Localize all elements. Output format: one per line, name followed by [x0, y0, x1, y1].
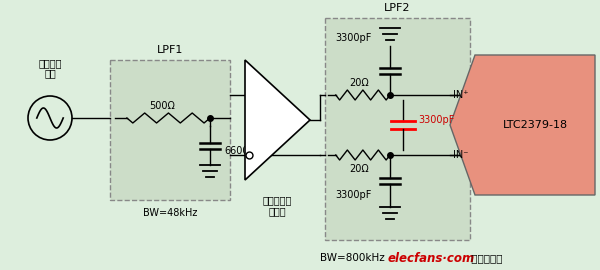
Text: 3300pF: 3300pF: [418, 115, 454, 125]
Text: LPF1: LPF1: [157, 45, 183, 55]
FancyBboxPatch shape: [110, 60, 230, 200]
Text: IN⁻: IN⁻: [453, 150, 469, 160]
Text: 20Ω: 20Ω: [349, 164, 369, 174]
Text: 单端到差分: 单端到差分: [263, 195, 292, 205]
Text: LTC2379-18: LTC2379-18: [502, 120, 568, 130]
Text: 电子发烧友: 电子发烧友: [468, 253, 503, 263]
FancyBboxPatch shape: [325, 18, 470, 240]
Text: 单端输入: 单端输入: [38, 58, 62, 68]
Text: 信号: 信号: [44, 68, 56, 78]
Text: BW=800kHz: BW=800kHz: [320, 253, 385, 263]
Polygon shape: [450, 55, 595, 195]
Text: LPF2: LPF2: [384, 3, 411, 13]
Text: 驱动器: 驱动器: [269, 206, 286, 216]
Text: 3300pF: 3300pF: [335, 33, 371, 43]
Text: 6600pF: 6600pF: [224, 147, 260, 157]
Text: IN⁺: IN⁺: [453, 90, 469, 100]
Text: 3300pF: 3300pF: [335, 190, 371, 200]
Text: 20Ω: 20Ω: [349, 78, 369, 88]
Text: 500Ω: 500Ω: [149, 101, 175, 111]
Text: elecfans·com: elecfans·com: [388, 251, 475, 265]
Text: BW=48kHz: BW=48kHz: [143, 208, 197, 218]
Polygon shape: [245, 60, 310, 180]
